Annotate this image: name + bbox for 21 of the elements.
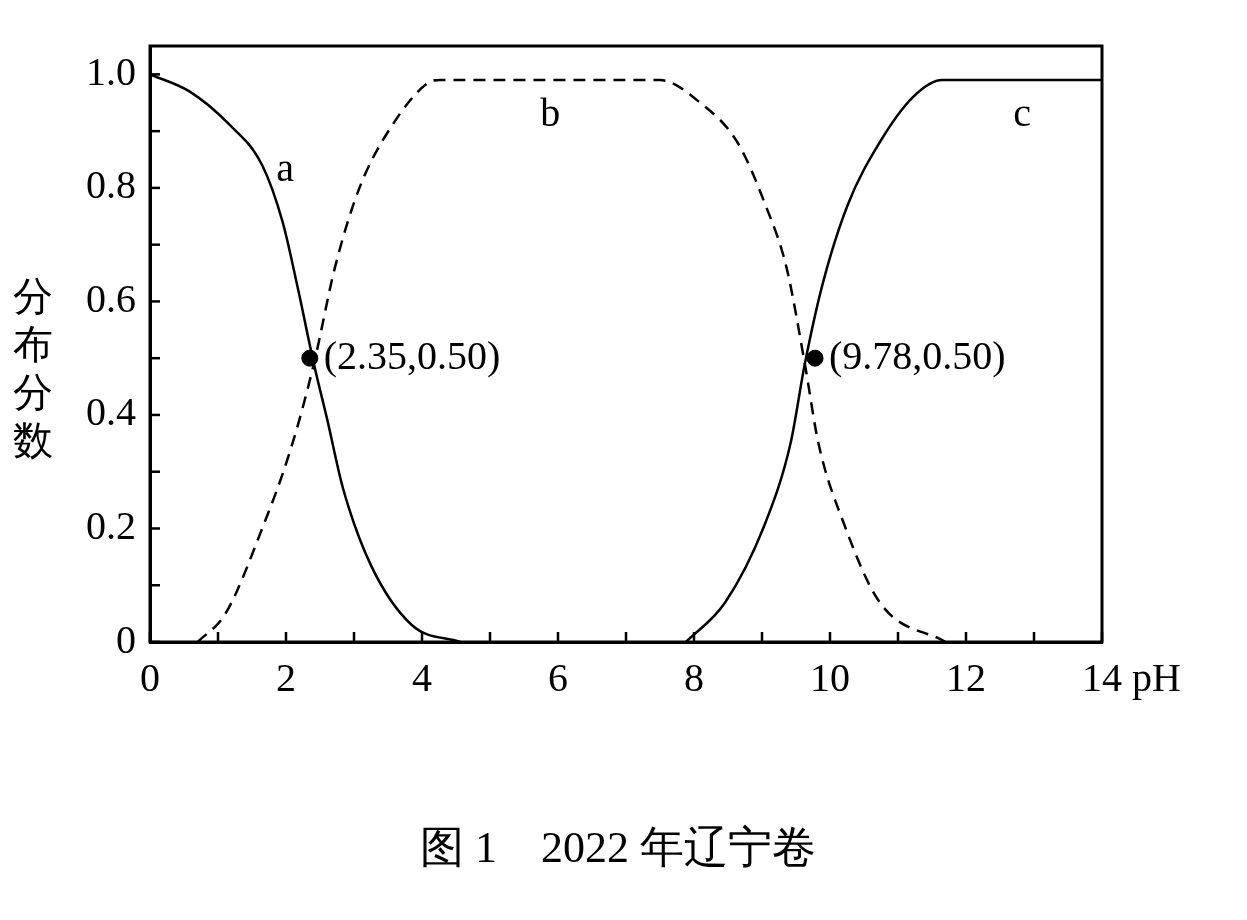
y-tick-label: 0.4: [86, 389, 136, 435]
annotation: (9.78,0.50): [829, 332, 1006, 378]
x-tick-label: 2: [276, 654, 296, 700]
x-tick-label: 10: [810, 654, 850, 700]
x-tick-label: 12: [946, 654, 986, 700]
series-label: a: [276, 144, 295, 190]
annotation: (2.35,0.50): [323, 332, 501, 378]
x-tick-label: 4: [412, 654, 432, 700]
y-axis-title: 分布分数: [12, 272, 54, 464]
y-tick-label: 0.6: [86, 275, 136, 321]
x-axis-title: pH: [1132, 654, 1181, 700]
x-tick-label: 8: [684, 654, 704, 700]
series-label: c: [1013, 89, 1031, 135]
series-label: b: [540, 89, 561, 135]
x-tick-label: 14: [1082, 654, 1122, 700]
x-tick-label: 6: [548, 654, 568, 700]
y-tick-label: 0.8: [86, 162, 136, 208]
y-tick-label: 0: [116, 616, 136, 662]
y-tick-label: 0.2: [86, 502, 136, 548]
text: 图 1 2022 年辽宁卷: [419, 822, 817, 874]
y-tick-label: 1.0: [86, 48, 136, 94]
